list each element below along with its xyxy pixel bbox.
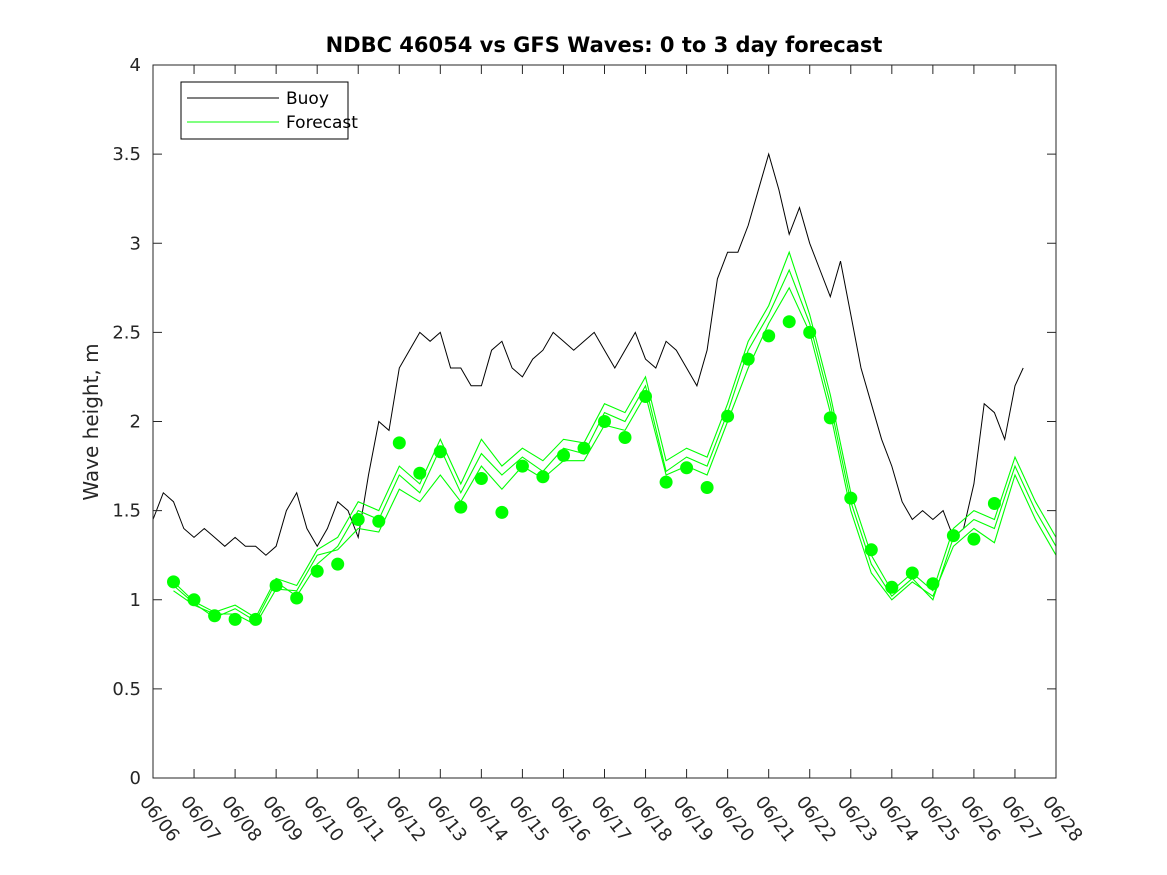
series-group [152,152,1057,626]
forecast-point [392,436,406,450]
y-tick-label: 3 [130,233,141,254]
y-tick-label: 4 [130,55,141,76]
legend: Buoy Forecast [180,81,358,140]
forecast-point [454,500,468,514]
forecast-point [659,475,673,489]
forecast-series-line [173,268,1057,622]
forecast-point [762,329,776,343]
y-tick-label: 0 [130,768,141,789]
forecast-point [331,557,345,571]
buoy-series-line [152,152,1024,556]
forecast-point [700,481,714,494]
forecast-point [536,470,550,484]
legend-forecast-label: Forecast [286,113,358,133]
legend-buoy-label: Buoy [286,89,329,109]
y-tick-label: 2 [130,412,141,433]
chart-title: NDBC 46054 vs GFS Waves: 0 to 3 day fore… [326,33,883,57]
forecast-point [946,529,960,543]
forecast-point [290,591,304,605]
forecast-point [228,612,242,626]
y-tick-label: 3.5 [112,144,141,165]
y-tick-label: 1 [130,590,141,611]
forecast-point [474,472,488,485]
y-tick-label: 1.5 [112,501,141,522]
forecast-point [618,431,632,444]
y-tick-label: 2.5 [112,322,141,343]
forecast-point [987,497,1001,510]
forecast-point [741,352,755,366]
forecast-point [310,564,324,578]
forecast-point [577,441,591,455]
forecast-point [495,505,509,519]
forecast-series-line [173,250,1057,619]
y-axis-label: Wave height, m [79,343,103,500]
forecast-point [782,315,796,329]
forecast-point [680,461,694,475]
forecast-point [557,448,570,462]
forecast-series-line [173,286,1057,626]
forecast-point [967,532,981,546]
legend-box [180,81,349,140]
y-tick-label: 0.5 [112,679,141,700]
